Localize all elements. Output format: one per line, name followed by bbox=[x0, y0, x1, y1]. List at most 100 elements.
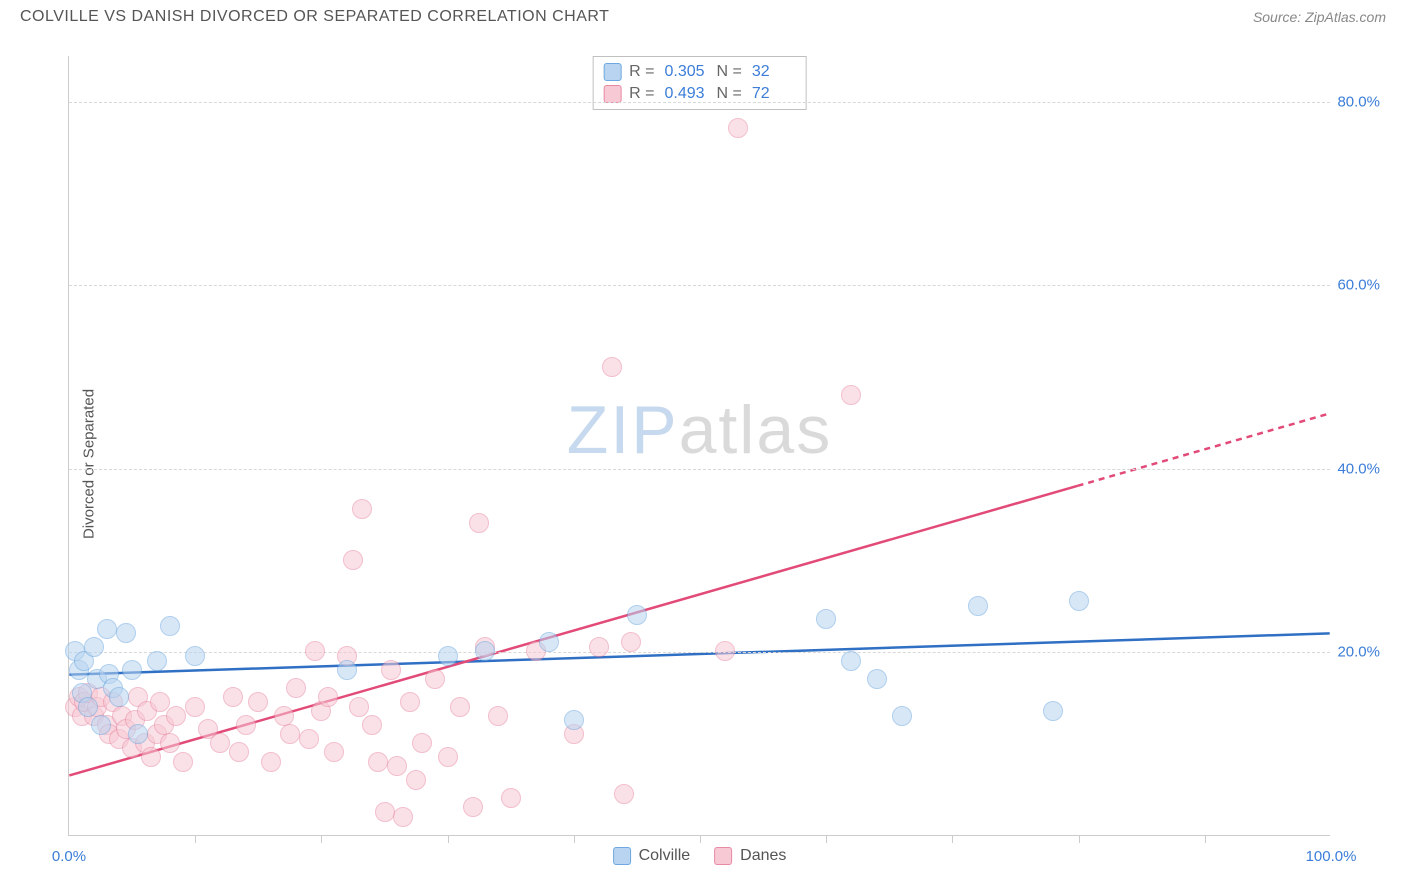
data-point-danes bbox=[299, 729, 319, 749]
data-point-colville bbox=[128, 724, 148, 744]
data-point-danes bbox=[349, 697, 369, 717]
legend-r-label: R = bbox=[629, 85, 654, 103]
watermark-zip: ZIP bbox=[567, 392, 679, 468]
legend-swatch-icon bbox=[603, 85, 621, 103]
data-point-danes bbox=[406, 770, 426, 790]
data-point-danes bbox=[715, 641, 735, 661]
data-point-danes bbox=[166, 706, 186, 726]
legend-n-value: 32 bbox=[752, 63, 796, 81]
legend-swatch-icon bbox=[613, 847, 631, 865]
data-point-danes bbox=[614, 784, 634, 804]
data-point-colville bbox=[841, 651, 861, 671]
data-point-danes bbox=[728, 118, 748, 138]
data-point-danes bbox=[450, 697, 470, 717]
data-point-colville bbox=[475, 641, 495, 661]
data-point-danes bbox=[438, 747, 458, 767]
chart-header: COLVILLE VS DANISH DIVORCED OR SEPARATED… bbox=[0, 0, 1406, 30]
data-point-danes bbox=[387, 756, 407, 776]
data-point-danes bbox=[236, 715, 256, 735]
data-point-danes bbox=[229, 742, 249, 762]
data-point-danes bbox=[286, 678, 306, 698]
x-tick bbox=[700, 835, 701, 843]
y-tick-label: 20.0% bbox=[1337, 644, 1380, 661]
source-attribution: Source: ZipAtlas.com bbox=[1253, 9, 1386, 25]
data-point-colville bbox=[122, 660, 142, 680]
legend-stats-row-colville: R =0.305N =32 bbox=[603, 61, 796, 83]
x-tick bbox=[321, 835, 322, 843]
x-tick-label: 0.0% bbox=[52, 848, 86, 865]
legend-series-label: Colville bbox=[639, 847, 691, 865]
x-tick-label: 100.0% bbox=[1306, 848, 1357, 865]
gridline bbox=[69, 102, 1330, 103]
legend-r-value: 0.493 bbox=[665, 85, 709, 103]
chart-area: Divorced or Separated ZIPatlas R =0.305N… bbox=[20, 36, 1386, 892]
data-point-danes bbox=[223, 687, 243, 707]
data-point-colville bbox=[160, 616, 180, 636]
legend-series-item-colville: Colville bbox=[613, 847, 691, 865]
data-point-colville bbox=[539, 632, 559, 652]
data-point-colville bbox=[185, 646, 205, 666]
data-point-colville bbox=[1069, 591, 1089, 611]
data-point-danes bbox=[501, 788, 521, 808]
trend-lines bbox=[69, 56, 1330, 835]
data-point-danes bbox=[400, 692, 420, 712]
data-point-danes bbox=[463, 797, 483, 817]
data-point-danes bbox=[343, 550, 363, 570]
data-point-colville bbox=[78, 697, 98, 717]
data-point-colville bbox=[91, 715, 111, 735]
data-point-danes bbox=[393, 807, 413, 827]
data-point-danes bbox=[381, 660, 401, 680]
legend-series-item-danes: Danes bbox=[714, 847, 786, 865]
data-point-danes bbox=[141, 747, 161, 767]
chart-title: COLVILLE VS DANISH DIVORCED OR SEPARATED… bbox=[20, 8, 609, 26]
data-point-colville bbox=[1043, 701, 1063, 721]
data-point-colville bbox=[968, 596, 988, 616]
legend-r-label: R = bbox=[629, 63, 654, 81]
data-point-danes bbox=[261, 752, 281, 772]
legend-n-value: 72 bbox=[752, 85, 796, 103]
data-point-colville bbox=[109, 687, 129, 707]
data-point-danes bbox=[425, 669, 445, 689]
y-tick-label: 60.0% bbox=[1337, 277, 1380, 294]
data-point-danes bbox=[841, 385, 861, 405]
legend-swatch-icon bbox=[714, 847, 732, 865]
legend-series: Colville Danes bbox=[613, 847, 787, 865]
data-point-colville bbox=[627, 605, 647, 625]
data-point-danes bbox=[324, 742, 344, 762]
data-point-danes bbox=[368, 752, 388, 772]
y-tick-label: 40.0% bbox=[1337, 460, 1380, 477]
data-point-danes bbox=[352, 499, 372, 519]
gridline bbox=[69, 469, 1330, 470]
data-point-colville bbox=[892, 706, 912, 726]
watermark: ZIPatlas bbox=[567, 391, 832, 469]
legend-r-value: 0.305 bbox=[665, 63, 709, 81]
legend-n-label: N = bbox=[717, 85, 742, 103]
data-point-danes bbox=[305, 641, 325, 661]
data-point-danes bbox=[362, 715, 382, 735]
data-point-danes bbox=[412, 733, 432, 753]
data-point-danes bbox=[469, 513, 489, 533]
x-tick bbox=[195, 835, 196, 843]
data-point-danes bbox=[280, 724, 300, 744]
data-point-colville bbox=[147, 651, 167, 671]
data-point-colville bbox=[867, 669, 887, 689]
plot-region: ZIPatlas R =0.305N =32R =0.493N =72 Colv… bbox=[68, 56, 1330, 836]
data-point-danes bbox=[210, 733, 230, 753]
data-point-danes bbox=[375, 802, 395, 822]
y-tick-label: 80.0% bbox=[1337, 93, 1380, 110]
data-point-danes bbox=[621, 632, 641, 652]
data-point-danes bbox=[150, 692, 170, 712]
x-tick bbox=[1205, 835, 1206, 843]
data-point-danes bbox=[488, 706, 508, 726]
data-point-danes bbox=[602, 357, 622, 377]
gridline bbox=[69, 652, 1330, 653]
legend-series-label: Danes bbox=[740, 847, 786, 865]
legend-swatch-icon bbox=[603, 63, 621, 81]
data-point-danes bbox=[173, 752, 193, 772]
data-point-colville bbox=[337, 660, 357, 680]
data-point-colville bbox=[97, 619, 117, 639]
data-point-colville bbox=[816, 609, 836, 629]
x-tick bbox=[574, 835, 575, 843]
data-point-danes bbox=[248, 692, 268, 712]
data-point-colville bbox=[438, 646, 458, 666]
